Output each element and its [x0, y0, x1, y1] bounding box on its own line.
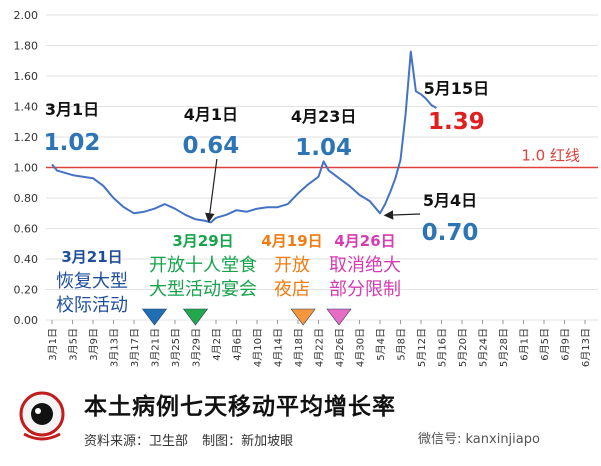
- x-tick-label: 3月21日: [150, 328, 162, 367]
- annotation-date: 4月23日: [291, 107, 356, 126]
- x-tick-label: 3月5日: [68, 328, 80, 361]
- x-tick-label: 4月26日: [334, 328, 346, 367]
- x-tick-label: 5月24日: [478, 328, 490, 367]
- x-tick-label: 3月1日: [47, 328, 59, 361]
- x-tick-label: 4月14日: [273, 328, 285, 367]
- y-tick-label: 1.80: [14, 40, 39, 53]
- event-date: 4月26日: [334, 232, 395, 250]
- event-label: 开放十人堂食: [149, 255, 257, 276]
- y-tick-label: 2.00: [14, 9, 39, 22]
- x-tick-label: 4月2日: [211, 328, 223, 361]
- x-tick-label: 5月20日: [457, 328, 469, 367]
- event-marker: [141, 308, 168, 326]
- x-tick-label: 4月10日: [252, 328, 264, 367]
- event-date: 3月29日: [172, 232, 233, 250]
- annotation-arrow: [205, 158, 218, 223]
- x-tick-label: 5月16日: [437, 328, 449, 367]
- y-tick-label: 0.00: [14, 314, 39, 327]
- x-tick-label: 6月9日: [560, 328, 572, 361]
- x-tick-label: 6月1日: [519, 328, 531, 361]
- annotation-date: 5月4日: [423, 191, 477, 210]
- line-chart: 0.00 0.20 0.40 0.60 0.80 1.00 1.20 1.40 1.60 1.80…: [14, 9, 598, 367]
- event-marker: [290, 308, 316, 326]
- annotation-date: 3月1日: [45, 100, 99, 119]
- y-tick-label: 1.00: [14, 162, 39, 175]
- x-tick-label: 6月5日: [539, 328, 551, 361]
- y-tick-label: 1.20: [14, 131, 39, 144]
- chart-footer-title: 本土病例七天移动平均增长率: [84, 394, 396, 420]
- annotation-date: 5月15日: [424, 79, 489, 98]
- x-tick-label: 4月6日: [232, 328, 244, 361]
- annotation-value: 0.70: [422, 220, 479, 246]
- y-tick-label: 0.20: [14, 284, 39, 297]
- series-group: [51, 50, 437, 224]
- y-tick-label: 1.40: [14, 101, 39, 114]
- event-label: 部分限制: [329, 279, 401, 300]
- reference-line-label: 1.0 红线: [521, 147, 580, 165]
- x-tick-label: 3月25日: [170, 328, 182, 367]
- event-label: 校际活动: [56, 295, 128, 316]
- series-line: [51, 50, 437, 224]
- event-date: 3月21日: [61, 248, 122, 266]
- y-tick-label: 0.80: [14, 192, 39, 205]
- x-tick-label: 3月17日: [129, 328, 141, 367]
- x-tick-label: 5月12日: [416, 328, 428, 367]
- x-tick-label: 4月30日: [355, 328, 367, 367]
- x-tick-label: 3月29日: [191, 328, 203, 367]
- x-tick-label: 3月9日: [88, 328, 100, 361]
- source-text: 资料来源：卫生部: [84, 434, 189, 449]
- maker-text: 制图：新加坡眼: [202, 434, 294, 449]
- annotation-arrow: [383, 210, 421, 220]
- source-line: 资料来源：卫生部 制图：新加坡眼: [84, 430, 303, 449]
- x-tick-label: 4月22日: [314, 328, 326, 367]
- x-tick-label: 3月13日: [109, 328, 121, 367]
- event-marker: [182, 308, 209, 326]
- x-tick-label: 6月13日: [580, 328, 592, 367]
- annotation-value: 1.02: [44, 130, 101, 156]
- annotation-value: 1.04: [295, 135, 352, 161]
- x-tick-label: 4月18日: [293, 328, 305, 367]
- y-axis-ticks: 0.00 0.20 0.40 0.60 0.80 1.00 1.20 1.40 1.60 1.80…: [14, 9, 39, 327]
- event-label: 取消绝大: [329, 255, 401, 276]
- annotation-value: 0.64: [183, 133, 240, 159]
- y-tick-label: 0.40: [14, 253, 39, 266]
- wechat-id: 微信号: kanxinjiapo: [418, 432, 540, 447]
- y-tick-label: 1.60: [14, 70, 39, 83]
- brand-logo: [16, 382, 68, 450]
- x-tick-label: 5月28日: [498, 328, 510, 367]
- annotation-value: 1.39: [428, 109, 485, 135]
- event-label: 夜店: [274, 279, 310, 300]
- event-label: 开放: [274, 255, 310, 276]
- x-axis-ticks: 3月1日 3月5日 3月9日 3月13日 3月17日 3月21日 3月25日 3月29日 4月2…: [47, 320, 592, 367]
- event-label: 大型活动宴会: [149, 278, 257, 300]
- event-date: 4月19日: [261, 232, 322, 250]
- x-tick-label: 5月4日: [375, 328, 387, 361]
- event-label: 恢复大型: [56, 271, 128, 292]
- event-marker: [326, 308, 352, 326]
- x-tick-label: 5月8日: [396, 328, 408, 361]
- annotations-group: 3月1日 1.02 4月1日 0.64 4月23日 1.04 5月4日 0.70 5月15日 1.…: [44, 79, 489, 246]
- y-tick-label: 0.60: [14, 223, 39, 236]
- annotation-date: 4月1日: [184, 105, 238, 124]
